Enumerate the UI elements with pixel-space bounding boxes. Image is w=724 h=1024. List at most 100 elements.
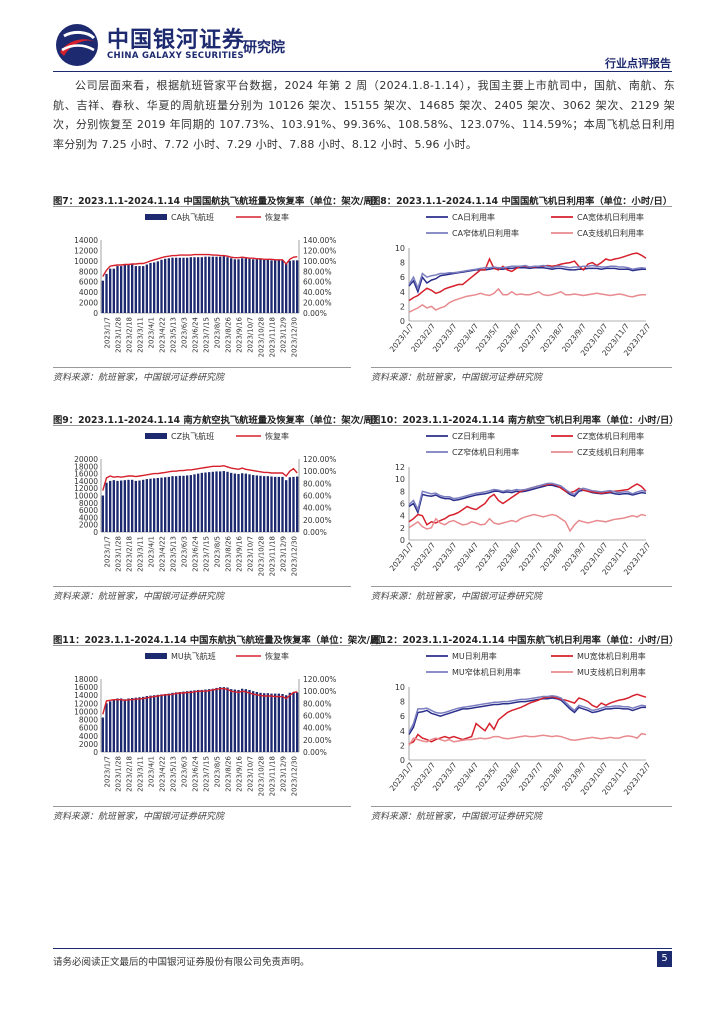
bar xyxy=(127,479,130,532)
bar xyxy=(281,260,284,313)
y-right-tick-label: 80.00% xyxy=(303,267,332,276)
x-tick-label: 2023/11/18 xyxy=(269,317,277,357)
series-line xyxy=(408,482,647,512)
bar xyxy=(277,260,281,313)
bar xyxy=(281,694,284,752)
body-paragraph: 公司层面来看，根据航班管家平台数据，2024 年第 2 周（2024.1.8-1… xyxy=(53,79,675,151)
y-left-tick-label: 18000 xyxy=(74,675,98,684)
bar xyxy=(255,259,259,313)
x-tick-label: 2023/6/24 xyxy=(192,316,200,352)
fig10-caption-rule xyxy=(371,425,672,426)
x-tick-label: 2023/11/18 xyxy=(269,756,277,796)
bar xyxy=(266,259,270,313)
bar xyxy=(255,691,259,752)
bar xyxy=(200,689,204,752)
header: 中国银河证券 CHINA GALAXY SECURITIES 研究院 行业点评报… xyxy=(0,0,724,72)
x-tick-label: 2023/1/28 xyxy=(115,536,123,572)
y-right-tick-label: 120.00% xyxy=(303,675,336,684)
bar xyxy=(108,268,112,313)
x-tick-label: 2023/9/16 xyxy=(236,535,244,571)
legend-label: CA支线机日利用率 xyxy=(577,228,644,238)
x-tick-label: 2023/5/13 xyxy=(170,536,178,572)
bar xyxy=(295,260,299,313)
x-tick-label: 2023/1/7 xyxy=(104,756,112,787)
y-left-tick-label: 2000 xyxy=(79,521,98,530)
x-tick-label: 2023/12/30 xyxy=(291,536,299,576)
bar xyxy=(156,694,160,752)
bar xyxy=(141,266,145,313)
bar xyxy=(189,475,193,532)
bar xyxy=(277,693,281,752)
bar xyxy=(262,259,266,313)
legend-label: MU窄体机日利用率 xyxy=(452,667,521,677)
y-right-tick-label: 100.00% xyxy=(303,467,336,476)
bar xyxy=(284,695,288,752)
fig7-source-rule xyxy=(53,367,351,368)
bar xyxy=(218,471,222,532)
fig9-source-rule xyxy=(53,586,351,587)
y-left-tick-label: 8000 xyxy=(79,499,98,508)
bar xyxy=(218,256,222,313)
fig11-source: 资料来源：航班管家，中国银河证券研究院 xyxy=(53,812,225,822)
bar xyxy=(105,703,108,752)
bar xyxy=(123,480,127,532)
bar xyxy=(281,476,284,532)
y-left-tick-label: 10000 xyxy=(74,492,98,501)
y-tick-label: 10 xyxy=(395,683,405,692)
x-tick-label: 2023/1/28 xyxy=(115,317,123,353)
bar xyxy=(222,256,226,313)
fig10-source: 资料来源：航班管家，中国银河证券研究院 xyxy=(371,592,543,602)
y-left-tick-label: 4000 xyxy=(79,288,98,297)
bar xyxy=(152,262,156,313)
bar xyxy=(160,477,163,532)
x-tick-label: 2023/8/5 xyxy=(214,317,222,348)
bar xyxy=(240,473,244,532)
x-tick-label: 2023/2/18 xyxy=(126,756,134,792)
bar xyxy=(244,258,248,313)
bar xyxy=(273,260,277,313)
x-tick-label: 2023/8/5 xyxy=(214,536,222,567)
bar xyxy=(101,717,105,752)
y-tick-label: 6 xyxy=(400,500,405,509)
bar xyxy=(130,698,134,752)
bar xyxy=(116,266,119,313)
fig12-source-rule xyxy=(371,806,672,807)
x-tick-label: 2023/11/18 xyxy=(269,536,277,576)
x-tick-label: 2023/5/13 xyxy=(170,756,178,792)
bar xyxy=(105,482,108,532)
y-left-tick-label: 10000 xyxy=(74,707,98,716)
y-left-tick-label: 18000 xyxy=(74,462,98,471)
bar xyxy=(284,263,288,313)
fig8-caption: 图8：2023.1.1-2024.1.14 中国国航飞机日利用率（单位：小时/日… xyxy=(371,196,673,207)
bar xyxy=(167,258,171,313)
bar xyxy=(193,690,196,752)
y-right-tick-label: 100.00% xyxy=(303,257,336,266)
y-tick-label: 2 xyxy=(400,741,405,750)
institute-label: 研究院 xyxy=(243,40,285,56)
y-right-tick-label: 60.00% xyxy=(303,492,332,501)
bar xyxy=(193,257,196,313)
bar xyxy=(222,687,226,752)
bar xyxy=(288,477,292,532)
bar xyxy=(141,479,145,532)
y-left-tick-label: 20000 xyxy=(74,455,98,464)
bar xyxy=(273,476,277,532)
fig8-source-rule xyxy=(371,367,672,368)
y-tick-label: 4 xyxy=(400,288,405,297)
legend-label: MU宽体机日利用率 xyxy=(577,651,646,661)
bar xyxy=(211,471,215,532)
footer-disclaimer: 请务必阅读正文最后的中国银河证券股份有限公司免责声明。 xyxy=(53,957,310,968)
bar xyxy=(167,693,171,752)
bar xyxy=(112,268,116,313)
legend-label: CZ支线机日利用率 xyxy=(577,447,644,457)
y-right-tick-label: 40.00% xyxy=(303,504,332,513)
bar xyxy=(262,476,266,532)
galaxy-logo-icon xyxy=(56,24,98,66)
x-tick-label: 2023/9/16 xyxy=(236,316,244,352)
bar xyxy=(251,259,255,313)
y-left-tick-label: 14000 xyxy=(74,691,98,700)
bar xyxy=(273,693,277,752)
y-tick-label: 0 xyxy=(400,756,405,765)
y-left-tick-label: 14000 xyxy=(74,236,98,245)
y-tick-label: 8 xyxy=(400,487,405,496)
